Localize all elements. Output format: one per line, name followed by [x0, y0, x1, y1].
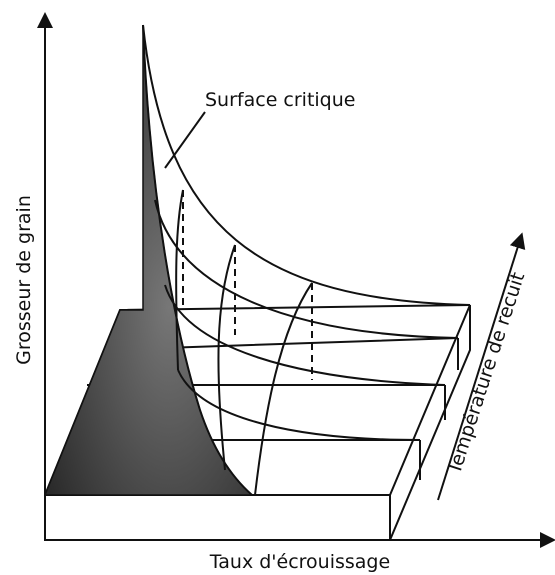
critical-surface [43, 24, 254, 496]
pointer-line [164, 111, 206, 169]
z-axis-label: Température de recuit [443, 270, 529, 478]
y-axis-label: Grosseur de grain [13, 195, 35, 365]
z-axis [437, 232, 526, 501]
surface-curves [142, 24, 471, 496]
surface-label: Surface critique [205, 89, 355, 111]
x-axis-label: Taux d'écrouissage [209, 551, 390, 573]
